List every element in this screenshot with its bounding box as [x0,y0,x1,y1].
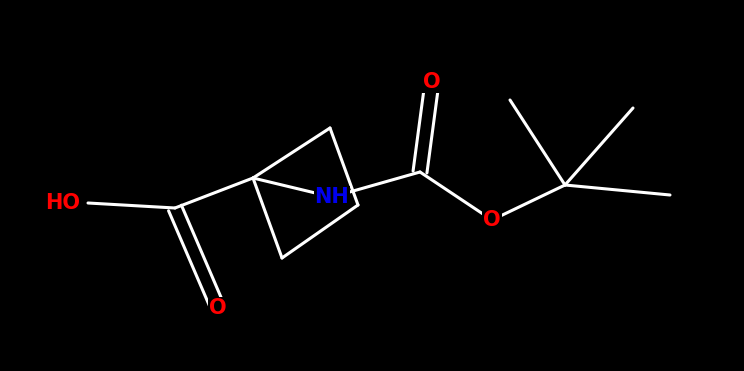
Text: HO: HO [45,193,80,213]
Text: NH: NH [315,187,350,207]
Text: O: O [423,72,440,92]
Text: O: O [209,298,227,318]
Text: O: O [483,210,501,230]
